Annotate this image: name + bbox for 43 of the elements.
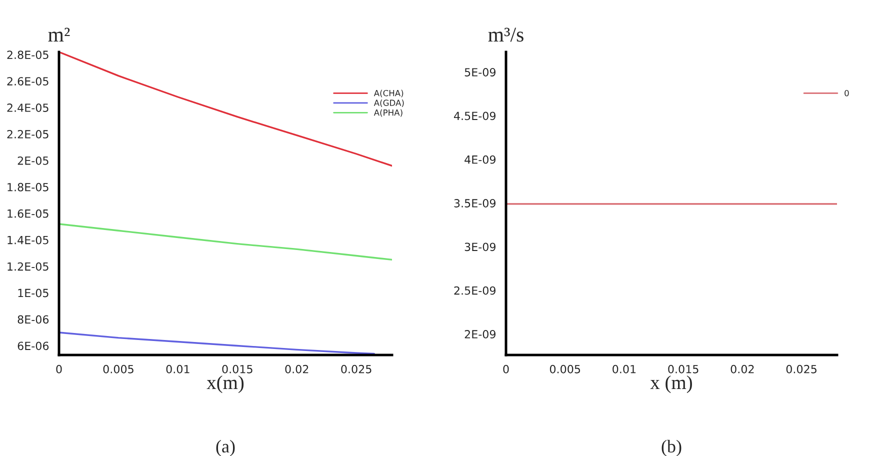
y-tick-label: 3E-09: [464, 242, 496, 252]
y-tick-label: 5E-09: [464, 68, 496, 76]
x-tick-label: 0.02: [730, 364, 754, 374]
x-tick-label: 0.01: [612, 364, 636, 374]
x-tick-label: 0.015: [668, 364, 698, 374]
y-tick-label: 4.5E-09: [454, 112, 496, 120]
x-tick-label: 0.015: [222, 364, 252, 374]
x-axis-title: x (m): [650, 375, 692, 394]
y-tick-label: 8E-06: [18, 315, 49, 324]
legend-label: A(PHA): [374, 109, 402, 117]
x-axis-title: x(m): [206, 375, 244, 394]
y-tick-label: 1.4E-05: [8, 236, 48, 244]
x-tick-label: 0.005: [103, 364, 134, 374]
y-tick-label: 3.5E-09: [454, 199, 496, 208]
x-tick-label: 0.025: [341, 364, 372, 374]
x-tick-label: 0.025: [786, 364, 816, 374]
y-tick-label: 6E-06: [18, 342, 49, 350]
y-axis-title: m³/s: [488, 28, 524, 42]
y-axis-title: m²: [48, 28, 70, 42]
text: (a): [216, 440, 235, 456]
y-tick-label: 1E-05: [18, 288, 48, 298]
x-tick-label: 0.02: [285, 364, 308, 374]
line-series: [59, 332, 375, 355]
y-tick-label: 1.2E-05: [8, 262, 48, 271]
y-tick-label: 1.8E-05: [8, 182, 48, 192]
y-tick-label: 2.6E-05: [7, 77, 48, 86]
y-tick-label: 4E-09: [464, 155, 496, 164]
x-tick-label: 0: [56, 364, 62, 374]
y-tick-label: 2.5E-09: [454, 286, 496, 295]
legend-label: A(GDA): [374, 100, 404, 107]
legend-label: A(CHA): [374, 90, 404, 98]
y-tick-label: 2E-09: [464, 330, 496, 338]
x-tick-label: 0.005: [550, 364, 580, 374]
y-tick-label: 1.6E-05: [8, 209, 48, 218]
text: (b): [662, 440, 682, 456]
x-tick-label: 0: [503, 364, 509, 374]
y-tick-label: 2.4E-05: [7, 104, 48, 112]
x-tick-label: 0.01: [166, 364, 190, 374]
legend-label: 0: [844, 90, 849, 96]
y-tick-label: 2.8E-05: [7, 50, 48, 60]
line-series: [59, 223, 392, 261]
y-tick-label: 2E-05: [18, 156, 48, 165]
y-tick-label: 2.2E-05: [7, 130, 48, 138]
